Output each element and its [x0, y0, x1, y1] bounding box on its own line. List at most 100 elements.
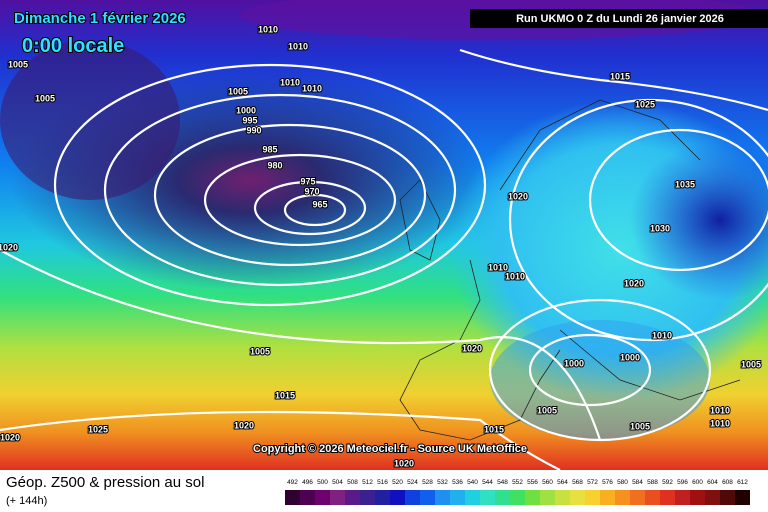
colorbar-swatch — [435, 490, 450, 505]
colorbar-label: 548 — [497, 479, 508, 486]
colorbar-label: 592 — [662, 479, 673, 486]
isobar-label: 1010 — [652, 330, 672, 340]
map-field — [0, 0, 768, 470]
isobar-label: 1030 — [650, 223, 670, 233]
colorbar-swatch — [675, 490, 690, 505]
colorbar-label: 604 — [707, 479, 718, 486]
colorbar-swatch — [450, 490, 465, 505]
run-info: Run UKMO 0 Z du Lundi 26 janvier 2026 — [516, 13, 724, 25]
isobar-label: 1000 — [236, 105, 256, 115]
footer-title: Géop. Z500 & pression au sol — [6, 474, 204, 491]
colorbar-label: 504 — [332, 479, 343, 486]
isobar-label: 1005 — [630, 421, 650, 431]
isobar-label: 1020 — [462, 343, 482, 353]
colorbar-swatch — [600, 490, 615, 505]
isobar-label: 1000 — [620, 352, 640, 362]
isobar-label: 1010 — [280, 77, 300, 87]
isobar-label: 1025 — [88, 424, 108, 434]
isobar-label: 1025 — [635, 99, 655, 109]
isobar-label: 970 — [304, 186, 319, 196]
colorbar-label: 556 — [527, 479, 538, 486]
colorbar-swatch — [315, 490, 330, 505]
colorbar-label: 576 — [602, 479, 613, 486]
colorbar-label: 532 — [437, 479, 448, 486]
isobar-label: 965 — [312, 199, 327, 209]
isobar-label: 1010 — [258, 24, 278, 34]
colorbar-swatch — [345, 490, 360, 505]
isobar-label: 1035 — [675, 179, 695, 189]
colorbar-label: 528 — [422, 479, 433, 486]
isobar-label: 1010 — [288, 41, 308, 51]
isobar-label: 1010 — [488, 262, 508, 272]
copyright: Copyright © 2026 Meteociel.fr - Source U… — [253, 443, 527, 455]
colorbar-swatch — [705, 490, 720, 505]
colorbar-label: 500 — [317, 479, 328, 486]
colorbar-swatch — [480, 490, 495, 505]
colorbar-swatch — [360, 490, 375, 505]
colorbar-swatch — [540, 490, 555, 505]
isobar-label: 1010 — [505, 271, 525, 281]
colorbar-swatch — [555, 490, 570, 505]
run-box — [470, 9, 768, 28]
colorbar-label: 600 — [692, 479, 703, 486]
colorbar-label: 560 — [542, 479, 553, 486]
isobar-label: 1020 — [0, 432, 20, 442]
colorbar: 492 496 500 504 508 512 516 520 524 528 532 536 540 5… — [285, 479, 750, 505]
colorbar-label: 516 — [377, 479, 388, 486]
colorbar-label: 536 — [452, 479, 463, 486]
isobar-label: 980 — [267, 160, 282, 170]
colorbar-label: 580 — [617, 479, 628, 486]
colorbar-swatch — [285, 490, 300, 505]
colorbar-label: 568 — [572, 479, 583, 486]
isobar-label: 985 — [262, 144, 277, 154]
colorbar-label: 512 — [362, 479, 373, 486]
colorbar-swatch — [525, 490, 540, 505]
isobar-label: 1015 — [610, 71, 630, 81]
colorbar-label: 588 — [647, 479, 658, 486]
date: Dimanche 1 février 2026 — [14, 10, 186, 27]
isobar-label: 1015 — [275, 390, 295, 400]
colorbar-swatch — [420, 490, 435, 505]
colorbar-label: 596 — [677, 479, 688, 486]
isobar-label: 1020 — [234, 420, 254, 430]
colorbar-label: 524 — [407, 479, 418, 486]
colorbar-swatch — [720, 490, 735, 505]
isobar-labels: 1005100510101010101010101005100099599098… — [0, 23, 762, 469]
time: 0:00 locale — [22, 35, 124, 57]
colorbar-label: 508 — [347, 479, 358, 486]
isobar-label: 1020 — [508, 191, 528, 201]
isobar-label: 1005 — [250, 346, 270, 356]
colorbar-label: 584 — [632, 479, 643, 486]
colorbar-swatch — [660, 490, 675, 505]
colorbar-swatch — [570, 490, 585, 505]
colorbar-label: 496 — [302, 479, 313, 486]
colorbar-swatch — [495, 490, 510, 505]
colorbar-swatch — [300, 490, 315, 505]
colorbar-label: 564 — [557, 479, 568, 486]
isobar-label: 1020 — [394, 458, 414, 468]
lead-time: (+ 144h) — [6, 495, 47, 507]
colorbar-label: 492 — [287, 479, 298, 486]
isobar-label: 1015 — [484, 424, 504, 434]
isobar-label: 1020 — [624, 278, 644, 288]
colorbar-label: 540 — [467, 479, 478, 486]
colorbar-label: 572 — [587, 479, 598, 486]
colorbar-label: 552 — [512, 479, 523, 486]
colorbar-swatch — [330, 490, 345, 505]
isobar-label: 1005 — [35, 93, 55, 103]
colorbar-swatch — [510, 490, 525, 505]
isobar-label: 1010 — [710, 405, 730, 415]
colorbar-swatch — [405, 490, 420, 505]
colorbar-swatch — [630, 490, 645, 505]
isobar-label: 1000 — [564, 358, 584, 368]
colorbar-label: 520 — [392, 479, 403, 486]
isobars — [0, 48, 768, 471]
colorbar-swatch — [390, 490, 405, 505]
colorbar-swatch — [735, 490, 750, 505]
isobar-label: 1010 — [302, 83, 322, 93]
isobar-label: 990 — [246, 125, 261, 135]
colorbar-label: 544 — [482, 479, 493, 486]
isobar-label: 1005 — [8, 59, 28, 69]
